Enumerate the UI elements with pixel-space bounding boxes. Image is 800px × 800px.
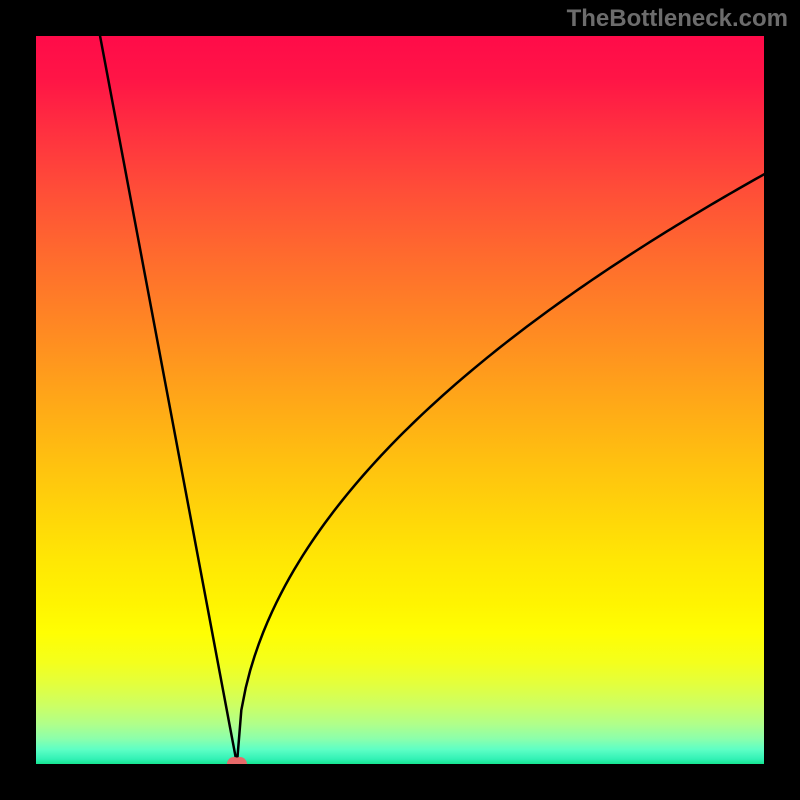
watermark-text: TheBottleneck.com [567, 5, 788, 33]
plot-area [36, 36, 764, 764]
chart-frame: TheBottleneck.com [0, 0, 800, 800]
gradient-background [36, 36, 764, 764]
chart-svg [36, 36, 764, 764]
